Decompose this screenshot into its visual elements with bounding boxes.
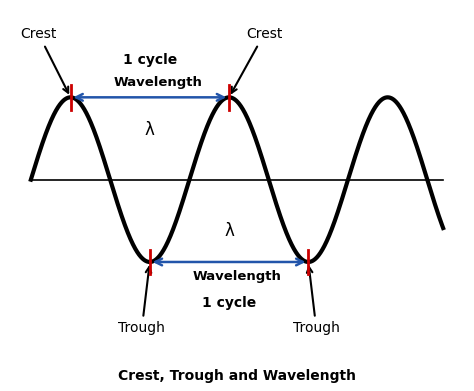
Text: 1 cycle: 1 cycle: [202, 296, 256, 310]
Text: Crest: Crest: [20, 27, 68, 93]
Text: Trough: Trough: [293, 267, 340, 335]
Text: λ: λ: [224, 222, 234, 240]
Text: 1 cycle: 1 cycle: [123, 53, 177, 67]
Text: Wavelength: Wavelength: [192, 270, 282, 283]
Text: Wavelength: Wavelength: [113, 76, 202, 89]
Text: Crest: Crest: [231, 27, 282, 93]
Text: λ: λ: [145, 121, 155, 139]
Text: Trough: Trough: [118, 267, 165, 335]
Text: Crest, Trough and Wavelength: Crest, Trough and Wavelength: [118, 369, 356, 383]
